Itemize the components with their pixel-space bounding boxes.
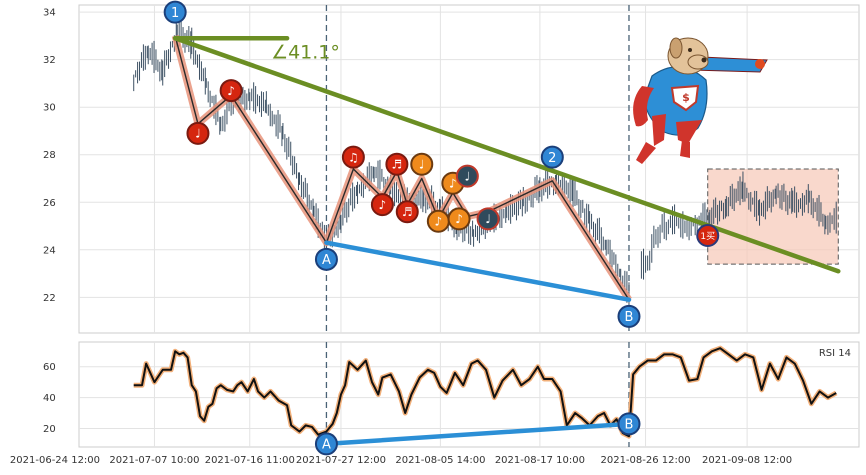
y-tick-label: 24 [43, 245, 56, 256]
marker-blue: A [314, 247, 338, 271]
marker-circle [385, 152, 409, 176]
marker-circle [540, 145, 564, 169]
marker-circle [617, 412, 641, 436]
marker-circle [186, 121, 210, 145]
rsi-panel: 20 40 60 RSI 14 A B [43, 341, 860, 456]
y-tick-label: 60 [43, 362, 56, 373]
x-tick-label: 2021-07-16 11:00 [205, 455, 295, 466]
marker-label: A [322, 253, 331, 268]
marker-dark: ♩ [455, 164, 479, 188]
y-tick-label: 30 [43, 103, 56, 114]
marker-circle [314, 432, 338, 456]
marker-label: 1买 [700, 231, 715, 242]
price-panel: 22 24 26 28 30 32 34 ∠41.1° 1 2 A B 1买 ♩ ♪ ♫ ♪ ♬ ♬ ♩ ♪ ♪ ♪ ♩ ♩ [43, 0, 860, 334]
y-tick-label: 26 [43, 198, 56, 209]
marker-label: ♩ [485, 212, 491, 226]
marker-red: ♬ [395, 200, 419, 224]
marker-label: ♩ [465, 169, 471, 183]
x-tick-label: 2021-09-08 12:00 [702, 455, 792, 466]
marker-label: ♬ [402, 205, 413, 219]
marker-label: ♩ [195, 127, 201, 141]
marker-label: ♩ [419, 158, 425, 172]
marker-circle [617, 304, 641, 328]
x-tick-label: 2021-06-24 12:00 [10, 455, 100, 466]
marker-circle [410, 152, 434, 176]
marker-orange: ♪ [426, 209, 450, 233]
y-tick-label: 20 [43, 424, 56, 435]
y-tick-label: 34 [43, 8, 56, 19]
marker-blue: 1 [163, 0, 187, 24]
marker-red: ♬ [385, 152, 409, 176]
marker-label: B [625, 310, 634, 325]
rsi-line [133, 347, 837, 438]
marker-red: ♪ [370, 193, 394, 217]
marker-label: A [322, 438, 331, 453]
marker-label: ♬ [392, 158, 403, 172]
marker-label: 2 [548, 151, 556, 166]
marker-orange: ♩ [410, 152, 434, 176]
lower-trendline [324, 240, 632, 302]
svg-text:$: $ [682, 91, 690, 104]
marker-red: ♩ [186, 121, 210, 145]
rsi-divergence-line [324, 421, 632, 447]
marker-circle [314, 247, 338, 271]
marker-circle [696, 224, 720, 248]
marker-circle [219, 79, 243, 103]
marker-dark: ♩ [476, 207, 500, 231]
marker-label: B [625, 417, 634, 432]
y-tick-label: 32 [43, 55, 56, 66]
marker-red: ♪ [219, 79, 243, 103]
x-axis: 2021-06-24 12:00 2021-07-07 10:00 2021-07-… [10, 455, 792, 466]
marker-label: ♪ [455, 212, 463, 226]
rsi-marker: B [617, 412, 641, 436]
marker-circle [341, 145, 365, 169]
marker-label: ♪ [227, 84, 235, 98]
marker-buy: 1买 [696, 224, 720, 248]
marker-blue: 2 [540, 145, 564, 169]
x-tick-label: 2021-07-27 12:00 [296, 455, 386, 466]
marker-circle [455, 164, 479, 188]
marker-circle [476, 207, 500, 231]
y-tick-label: 40 [43, 393, 56, 404]
marker-label: ♪ [379, 198, 387, 212]
rsi-legend: RSI 14 [819, 348, 851, 359]
marker-label: 1 [171, 6, 179, 21]
marker-orange: ♪ [447, 207, 471, 231]
mascot-illustration: $ [633, 37, 768, 164]
x-tick-label: 2021-07-07 10:00 [109, 455, 199, 466]
y-tick-label: 28 [43, 150, 56, 161]
marker-circle [163, 0, 187, 24]
marker-red: ♫ [341, 145, 365, 169]
marker-circle [395, 200, 419, 224]
angle-label: ∠41.1° [271, 41, 340, 63]
marker-label: ♪ [449, 177, 457, 191]
rsi-panel-frame [78, 341, 860, 448]
marker-circle [370, 193, 394, 217]
marker-label: ♪ [435, 215, 443, 229]
marker-label: ♫ [348, 150, 359, 164]
x-tick-label: 2021-08-17 10:00 [495, 455, 585, 466]
x-tick-label: 2021-08-26 12:00 [600, 455, 690, 466]
x-tick-label: 2021-08-05 14:00 [395, 455, 485, 466]
upper-trendline [172, 36, 841, 274]
rsi-marker: A [314, 432, 338, 456]
marker-blue: B [617, 304, 641, 328]
y-tick-label: 22 [43, 293, 56, 304]
marker-circle [447, 207, 471, 231]
